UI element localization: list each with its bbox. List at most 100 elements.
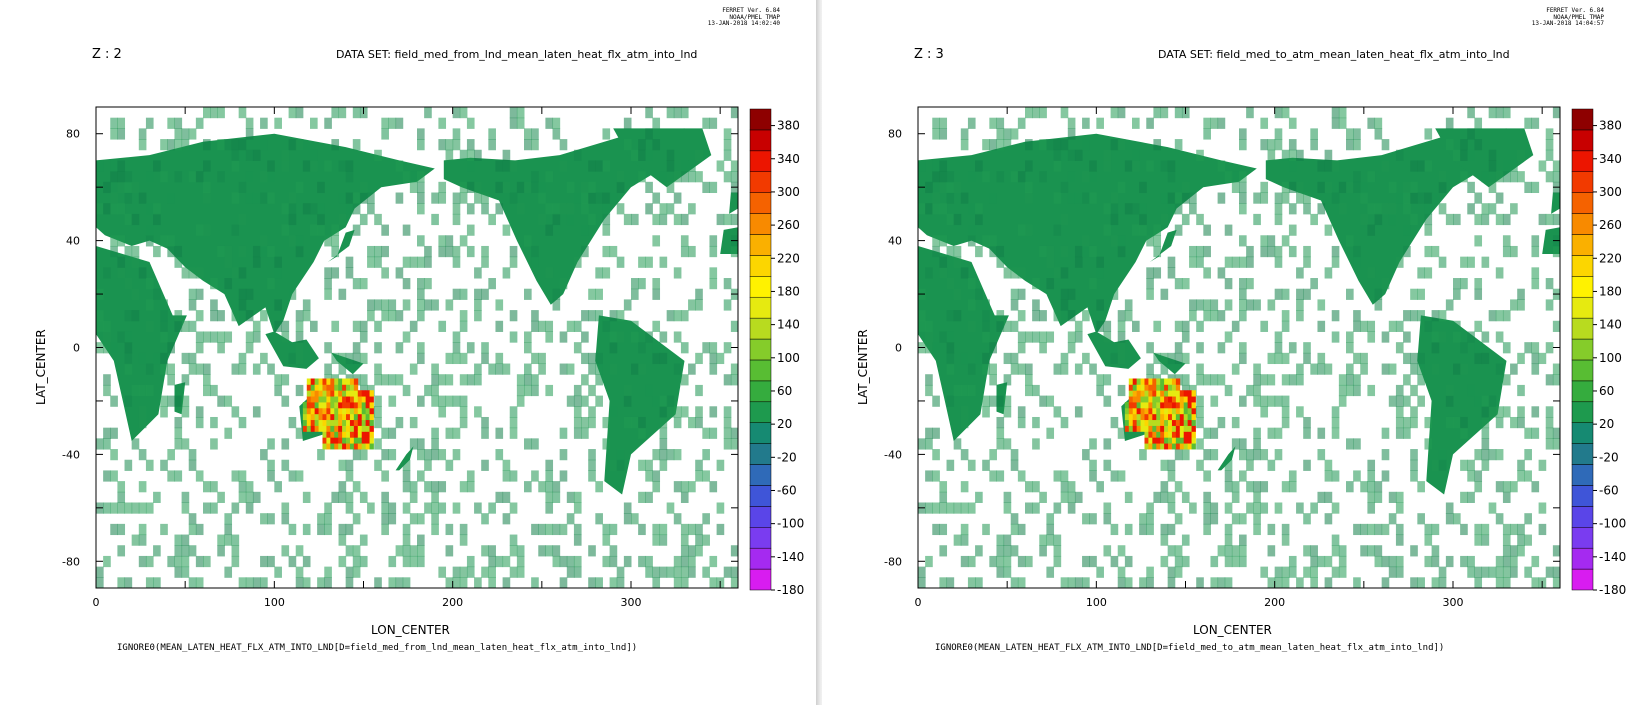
colorbar-tick-label: -20 xyxy=(1599,450,1619,464)
field-texture xyxy=(918,107,1560,588)
y-tick-label: -80 xyxy=(884,555,902,568)
colorbar-swatch xyxy=(749,171,772,193)
colorbar-tick-label: 380 xyxy=(777,119,800,133)
colorbar-tick-label: -180 xyxy=(777,583,804,597)
colorbar-swatch xyxy=(749,296,772,319)
colorbar-swatch xyxy=(749,192,772,214)
colorbar-swatch xyxy=(749,317,772,340)
colorbar-swatch xyxy=(749,422,772,444)
colorbar-tick-label: 380 xyxy=(1599,119,1622,133)
x-tick-label: 0 xyxy=(915,596,922,609)
land-uk xyxy=(729,192,738,214)
colorbar-swatch xyxy=(1571,213,1594,235)
colorbar-swatch xyxy=(1571,171,1594,193)
colorbar-tick-label: 300 xyxy=(1599,185,1622,199)
land-uk xyxy=(1551,192,1560,214)
colorbar-tick-label: 340 xyxy=(1599,152,1622,166)
colorbar-tick-label: -140 xyxy=(1599,550,1626,564)
colorbar-swatch xyxy=(749,108,772,131)
window-divider[interactable] xyxy=(816,0,826,705)
z-level-label: Z : 2 xyxy=(92,47,122,62)
right-plot-panel: FERRET Ver. 6.84 NOAA/PMEL TMAP 13-JAN-201… xyxy=(822,0,1637,705)
colorbar-tick-label: 60 xyxy=(777,384,792,398)
colorbar-swatch xyxy=(1571,506,1594,528)
colorbar-swatch xyxy=(749,401,772,423)
colorbar-swatch xyxy=(749,527,772,549)
colorbar-tick-label: 100 xyxy=(1599,351,1622,365)
y-tick-label: 80 xyxy=(888,128,902,141)
x-tick-label: 200 xyxy=(1264,596,1285,609)
colorbar-tick-label: -140 xyxy=(777,550,804,564)
colorbar-tick-label: 300 xyxy=(777,185,800,199)
land-africa xyxy=(96,246,187,441)
colorbar-swatch xyxy=(1571,296,1594,319)
z-level-label: Z : 3 xyxy=(914,47,944,62)
colorbar-swatch xyxy=(1571,547,1594,570)
colorbar-tick-label: 20 xyxy=(1599,417,1614,431)
colorbar-swatch xyxy=(749,234,772,256)
colorbar-tick-label: -100 xyxy=(1599,517,1626,531)
colorbar-swatch xyxy=(749,338,772,361)
colorbar-tick-label: 20 xyxy=(777,417,792,431)
y-tick-label: -40 xyxy=(62,448,80,461)
map-plot-svg: 0 100 200 300 80 40 0 -40 -80 380 340 300 260 220 180 1… xyxy=(884,106,1626,609)
ferret-timestamp: 13-JAN-2018 14:02:40 xyxy=(707,20,780,27)
field-texture xyxy=(96,107,738,588)
colorbar: 380 340 300 260 220 180 140 100 60 20 -20 -60 -100 -1… xyxy=(749,108,804,597)
dataset-label: DATA SET: field_med_to_atm_mean_laten_he… xyxy=(1158,48,1510,61)
left-plot-panel: FERRET Ver. 6.84 NOAA/PMEL TMAP 13-JAN-201… xyxy=(0,0,818,705)
colorbar-tick-label: -180 xyxy=(1599,583,1626,597)
colorbar-swatch xyxy=(1571,568,1594,591)
x-tick-label: 300 xyxy=(621,596,642,609)
land-japan xyxy=(1149,229,1177,262)
ferret-header: FERRET Ver. 6.84 NOAA/PMEL TMAP 13-JAN-201… xyxy=(620,7,780,28)
colorbar-tick-label: 100 xyxy=(777,351,800,365)
colorbar-swatch xyxy=(749,380,772,403)
colorbar-swatch xyxy=(1571,192,1594,214)
colorbar-swatch xyxy=(1571,359,1594,382)
land-new-zealand xyxy=(395,446,414,471)
colorbar-swatch xyxy=(1571,485,1594,507)
colorbar-swatch xyxy=(1571,527,1594,549)
colorbar-swatch xyxy=(1571,234,1594,256)
colorbar-swatch xyxy=(1571,380,1594,403)
colorbar-tick-label: 260 xyxy=(777,218,800,232)
dataset-label: DATA SET: field_med_from_lnd_mean_laten_… xyxy=(336,48,698,61)
ferret-header: FERRET Ver. 6.84 NOAA/PMEL TMAP 13-JAN-201… xyxy=(1444,7,1604,28)
colorbar-swatch xyxy=(749,276,772,298)
y-tick-label: 40 xyxy=(888,235,902,248)
colorbar-tick-label: 140 xyxy=(1599,318,1622,332)
y-tick-label: -80 xyxy=(62,555,80,568)
colorbar-swatch xyxy=(749,213,772,235)
ferret-org: NOAA/PMEL TMAP xyxy=(1553,13,1604,21)
colorbar-swatch xyxy=(1571,464,1594,486)
y-tick-label: 0 xyxy=(73,342,80,355)
colorbar-swatch xyxy=(749,150,772,172)
australia-high-values xyxy=(1124,378,1196,450)
colorbar-tick-label: -60 xyxy=(777,483,797,497)
colorbar-swatch xyxy=(749,547,772,570)
x-tick-label: 300 xyxy=(1443,596,1464,609)
ferret-org: NOAA/PMEL TMAP xyxy=(729,13,780,21)
map-plot-svg: 0 100 200 300 80 40 0 -40 -80 380 340 300 260 220 180 1… xyxy=(62,106,804,609)
colorbar-swatch xyxy=(1571,401,1594,423)
colorbar-tick-label: -100 xyxy=(777,517,804,531)
colorbar-swatch xyxy=(1571,338,1594,361)
plot-footer-expression: IGNORE0(MEAN_LATEN_HEAT_FLX_ATM_INTO_LND… xyxy=(935,643,1445,653)
colorbar-tick-label: 220 xyxy=(777,251,800,265)
colorbar-tick-label: 220 xyxy=(1599,251,1622,265)
colorbar-swatch xyxy=(1571,317,1594,340)
colorbar-swatch xyxy=(1571,443,1594,465)
x-tick-label: 0 xyxy=(93,596,100,609)
colorbar-swatch xyxy=(1571,150,1594,172)
colorbar: 380 340 300 260 220 180 140 100 60 20 -20 -60 -100 -1… xyxy=(1571,108,1626,597)
y-tick-label: -40 xyxy=(884,448,902,461)
x-tick-label: 200 xyxy=(442,596,463,609)
plot-footer-expression: IGNORE0(MEAN_LATEN_HEAT_FLX_ATM_INTO_LND… xyxy=(117,643,638,653)
land-eurasia xyxy=(918,133,1257,335)
colorbar-tick-label: 140 xyxy=(777,318,800,332)
x-tick-label: 100 xyxy=(264,596,285,609)
colorbar-swatch xyxy=(749,443,772,465)
colorbar-swatch xyxy=(1571,276,1594,298)
colorbar-tick-label: 260 xyxy=(1599,218,1622,232)
